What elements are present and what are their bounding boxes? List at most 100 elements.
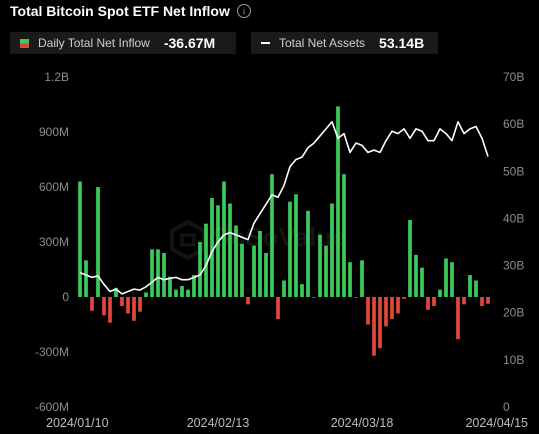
inflow-bar [300,284,304,297]
x-tick-label: 2024/03/18 [331,416,394,430]
inflow-bar [150,249,154,297]
x-tick-label: 2024/01/10 [46,416,109,430]
x-tick-label: 2024/02/13 [187,416,250,430]
inflow-bar [372,297,376,356]
right-axis: 70B 60B 50B 40B 30B 20B 10B 0 [503,70,524,414]
right-tick-label: 60B [503,117,524,131]
inflow-bar [444,258,448,297]
legend-inflow-label: Daily Total Net Inflow [38,36,150,50]
inflow-bar [246,297,250,305]
inflow-bar [462,297,466,305]
inflow-bar [408,220,412,297]
legend-assets-label: Total Net Assets [279,36,366,50]
inflow-bar [84,260,88,297]
inflow-bar [90,297,94,311]
left-tick-label: -300M [35,345,69,359]
inflow-bar [348,262,352,297]
legend-assets-value: 53.14B [379,35,425,51]
inflow-bar [174,289,178,297]
inflow-bar [114,287,118,297]
inflow-bar [360,260,364,297]
left-tick-label: 900M [39,125,69,139]
left-tick-label: -600M [35,400,69,414]
inflow-bar [330,203,334,297]
inflow-bar [96,187,100,297]
line-swatch-icon [261,42,270,44]
inflow-bar [252,245,256,297]
inflow-bar [390,297,394,319]
inflow-bar [180,286,184,297]
legend-inflow-value: -36.67M [163,35,216,51]
right-tick-label: 20B [503,306,524,320]
inflow-bar [258,231,262,297]
inflow-bar [132,297,136,321]
right-tick-label: 30B [503,259,524,273]
watermark-logo-icon [170,219,206,261]
inflow-bar [228,203,232,297]
inflow-bar [414,254,418,297]
inflow-bar [366,297,370,325]
inflow-bar [378,297,382,349]
x-tick-label: 2024/04/15 [465,416,528,430]
inflow-bar [234,225,238,297]
inflow-bar [402,297,406,299]
legend-total-assets[interactable]: Total Net Assets 53.14B [251,32,438,54]
legend-daily-inflow[interactable]: Daily Total Net Inflow -36.67M [10,32,236,54]
inflow-bar [486,297,490,304]
inflow-bar [144,292,148,297]
inflow-bar [276,297,280,319]
left-tick-label: 300M [39,235,69,249]
chart-title: Total Bitcoin Spot ETF Net Inflow [10,3,230,19]
left-tick-label: 600M [39,180,69,194]
right-tick-label: 50B [503,164,524,178]
inflow-bar [108,297,112,323]
inflow-bar [102,297,106,316]
inflow-bar [354,297,358,298]
inflow-bar [78,181,82,297]
inflow-bar [474,280,478,297]
info-circle-icon[interactable]: i [237,4,251,18]
inflow-bar [432,297,436,307]
x-axis: 2024/01/10 2024/02/13 2024/03/18 2024/04/15 [46,416,528,430]
inflow-bar [342,174,346,297]
inflow-bar [396,297,400,314]
inflow-bar [450,262,454,297]
inflow-bar [186,289,190,297]
inflow-bar [438,289,442,297]
inflow-bar [324,245,328,297]
inflow-bar [240,243,244,297]
inflow-bar [294,194,298,297]
left-axis: 1.2B 900M 600M 300M 0 -300M -600M [35,70,69,414]
inflow-bar [126,297,130,314]
inflow-bar [216,205,220,297]
right-tick-label: 0 [503,400,510,414]
right-tick-label: 10B [503,353,524,367]
left-tick-label: 0 [62,290,69,304]
inflow-bar [426,297,430,310]
right-tick-label: 40B [503,211,524,225]
inflow-bar [156,249,160,297]
inflow-bar [210,198,214,297]
inflow-bar [288,201,292,297]
right-tick-label: 70B [503,70,524,84]
inflow-bar [120,297,124,307]
inflow-bar [336,106,340,297]
inflow-bar [384,297,388,327]
total-net-assets-line [79,120,489,295]
inflow-bar [168,276,172,297]
inflow-bar [456,297,460,340]
inflow-bar [282,280,286,297]
inflow-bar [480,297,484,307]
inflow-bars [78,106,490,356]
inflow-bar [222,181,226,297]
inflow-bar [162,253,166,297]
inflow-bar [270,174,274,297]
inflow-bar [318,234,322,297]
inflow-bar [312,297,316,298]
left-tick-label: 1.2B [44,70,69,84]
inflow-bar [264,253,268,297]
bar-swatch-icon [20,38,29,48]
inflow-bar [138,297,142,312]
inflow-bar [198,242,202,297]
